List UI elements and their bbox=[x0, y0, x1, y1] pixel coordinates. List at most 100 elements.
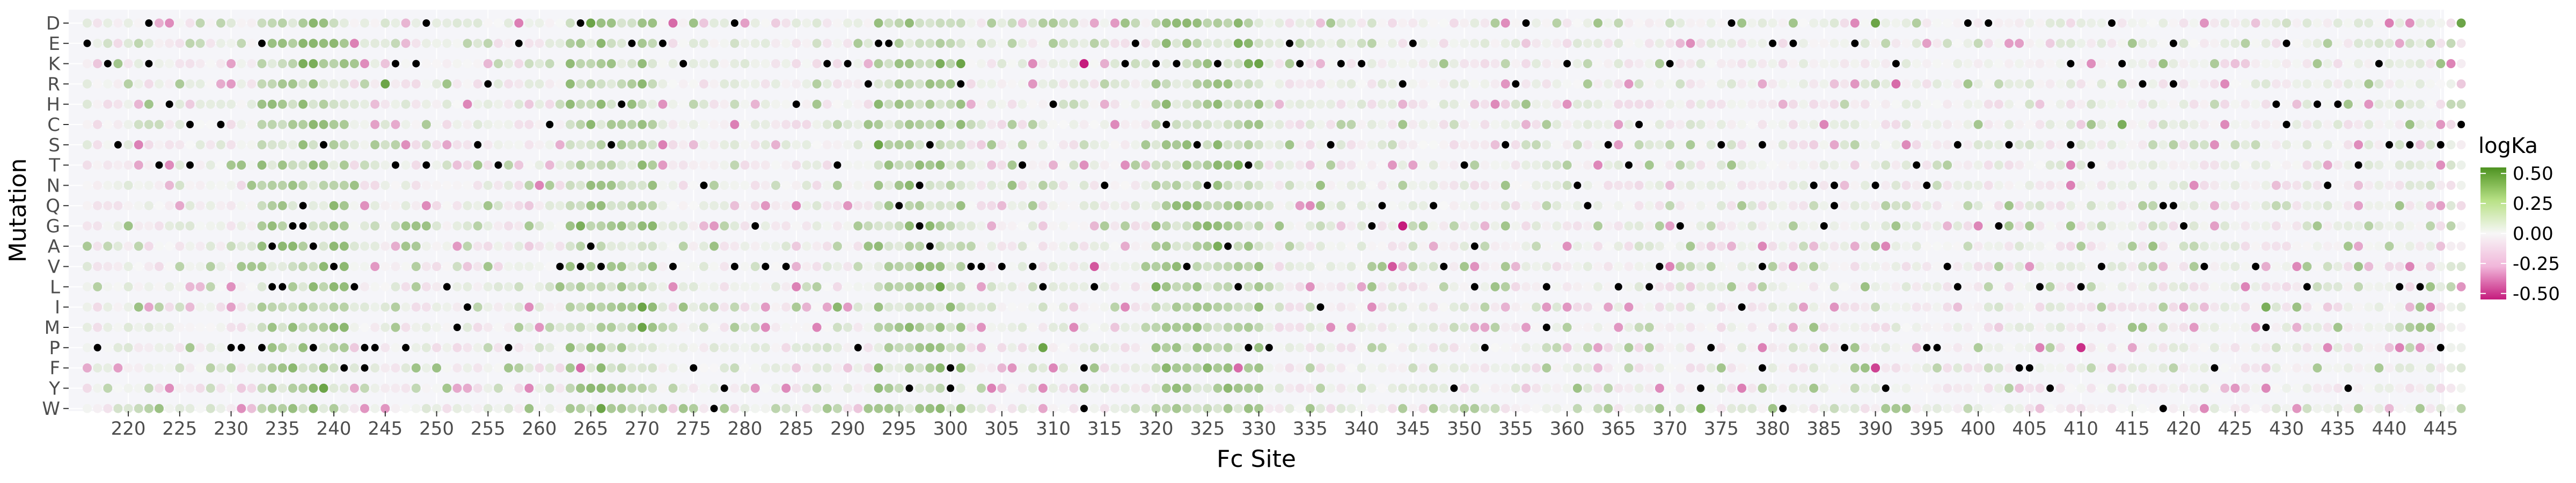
heatmap-point bbox=[1552, 262, 1562, 272]
y-tick-label: Q bbox=[46, 195, 60, 217]
heatmap-point bbox=[2189, 363, 2199, 373]
heatmap-point bbox=[1943, 282, 1952, 291]
heatmap-point bbox=[2436, 39, 2446, 48]
heatmap-point bbox=[576, 323, 586, 332]
heatmap-point bbox=[1819, 241, 1829, 251]
heatmap-point bbox=[1532, 241, 1541, 251]
heatmap-point bbox=[1994, 120, 2003, 129]
heatmap-point bbox=[760, 140, 770, 150]
wildtype-point bbox=[371, 343, 379, 352]
heatmap-point bbox=[1316, 120, 1325, 129]
heatmap-point bbox=[1634, 140, 1644, 150]
heatmap-point bbox=[1953, 221, 1963, 231]
heatmap-point bbox=[1079, 120, 1089, 129]
heatmap-point bbox=[1809, 59, 1819, 69]
heatmap-point bbox=[1367, 323, 1377, 332]
heatmap-point bbox=[524, 18, 534, 28]
heatmap-point bbox=[1089, 383, 1099, 393]
heatmap-point bbox=[555, 59, 565, 69]
wildtype-point bbox=[474, 141, 482, 149]
heatmap-point bbox=[1223, 180, 1233, 190]
heatmap-point bbox=[113, 343, 123, 353]
heatmap-point bbox=[1089, 302, 1099, 312]
heatmap-point bbox=[1675, 99, 1685, 109]
heatmap-point bbox=[1727, 99, 1736, 109]
heatmap-point bbox=[2117, 383, 2127, 393]
heatmap-point bbox=[391, 120, 400, 129]
heatmap-point bbox=[2127, 241, 2137, 251]
heatmap-point bbox=[2344, 180, 2353, 190]
heatmap-point bbox=[1490, 59, 1500, 69]
heatmap-point bbox=[2292, 180, 2302, 190]
heatmap-point bbox=[1933, 363, 1942, 373]
heatmap-point bbox=[237, 59, 246, 69]
heatmap-point bbox=[1583, 241, 1592, 251]
heatmap-point bbox=[586, 383, 596, 393]
heatmap-point bbox=[185, 180, 195, 190]
heatmap-point bbox=[1398, 343, 1408, 353]
heatmap-point bbox=[617, 343, 626, 353]
heatmap-point bbox=[730, 39, 740, 48]
heatmap-point bbox=[966, 221, 976, 231]
heatmap-point bbox=[1377, 221, 1387, 231]
heatmap-point bbox=[1871, 241, 1880, 251]
heatmap-point bbox=[1038, 201, 1048, 210]
heatmap-point bbox=[113, 79, 123, 89]
heatmap-point bbox=[83, 241, 92, 251]
heatmap-point bbox=[1398, 363, 1408, 373]
heatmap-point bbox=[93, 201, 103, 210]
heatmap-point bbox=[1696, 404, 1706, 413]
heatmap-point bbox=[155, 120, 164, 129]
wildtype-point bbox=[2067, 141, 2075, 149]
heatmap-point bbox=[1346, 180, 1356, 190]
heatmap-point bbox=[1069, 282, 1079, 291]
heatmap-point bbox=[730, 180, 740, 190]
heatmap-point bbox=[1110, 39, 1119, 48]
heatmap-point bbox=[894, 262, 904, 272]
heatmap-point bbox=[391, 99, 400, 109]
heatmap-point bbox=[2158, 302, 2168, 312]
heatmap-point bbox=[1049, 323, 1058, 332]
heatmap-point bbox=[1614, 140, 1623, 150]
heatmap-point bbox=[1161, 18, 1171, 28]
heatmap-point bbox=[535, 221, 544, 231]
heatmap-point bbox=[1624, 180, 1634, 190]
heatmap-point bbox=[1357, 302, 1366, 312]
heatmap-point bbox=[2354, 404, 2363, 413]
heatmap-point bbox=[2076, 99, 2086, 109]
wildtype-point bbox=[2314, 100, 2321, 108]
heatmap-point bbox=[1572, 383, 1582, 393]
heatmap-point bbox=[1521, 404, 1531, 413]
heatmap-point bbox=[2045, 282, 2055, 291]
heatmap-point bbox=[1706, 140, 1716, 150]
heatmap-point bbox=[83, 79, 92, 89]
heatmap-point bbox=[1809, 343, 1819, 353]
heatmap-point bbox=[1069, 180, 1079, 190]
heatmap-point bbox=[93, 140, 103, 150]
heatmap-point bbox=[83, 323, 92, 332]
heatmap-point bbox=[195, 39, 205, 48]
heatmap-point bbox=[2261, 262, 2271, 272]
heatmap-point bbox=[2210, 404, 2219, 413]
heatmap-point bbox=[1614, 79, 1623, 89]
heatmap-point bbox=[514, 363, 524, 373]
wildtype-point bbox=[1707, 343, 1715, 352]
heatmap-point bbox=[2097, 140, 2106, 150]
heatmap-point bbox=[257, 180, 267, 190]
heatmap-point bbox=[1089, 140, 1099, 150]
heatmap-point bbox=[689, 160, 698, 170]
heatmap-point bbox=[1059, 404, 1069, 413]
heatmap-point bbox=[658, 180, 668, 190]
heatmap-point bbox=[1747, 221, 1757, 231]
heatmap-point bbox=[1449, 302, 1459, 312]
x-tick-label: 305 bbox=[984, 418, 1019, 440]
heatmap-point bbox=[627, 18, 636, 28]
heatmap-point bbox=[1583, 140, 1592, 150]
heatmap-point bbox=[894, 282, 904, 291]
heatmap-point bbox=[1182, 404, 1191, 413]
heatmap-point bbox=[668, 302, 678, 312]
heatmap-point bbox=[309, 99, 318, 109]
heatmap-point bbox=[1172, 241, 1181, 251]
legend-tick-label: -0.50 bbox=[2513, 283, 2560, 305]
heatmap-point bbox=[1295, 241, 1305, 251]
